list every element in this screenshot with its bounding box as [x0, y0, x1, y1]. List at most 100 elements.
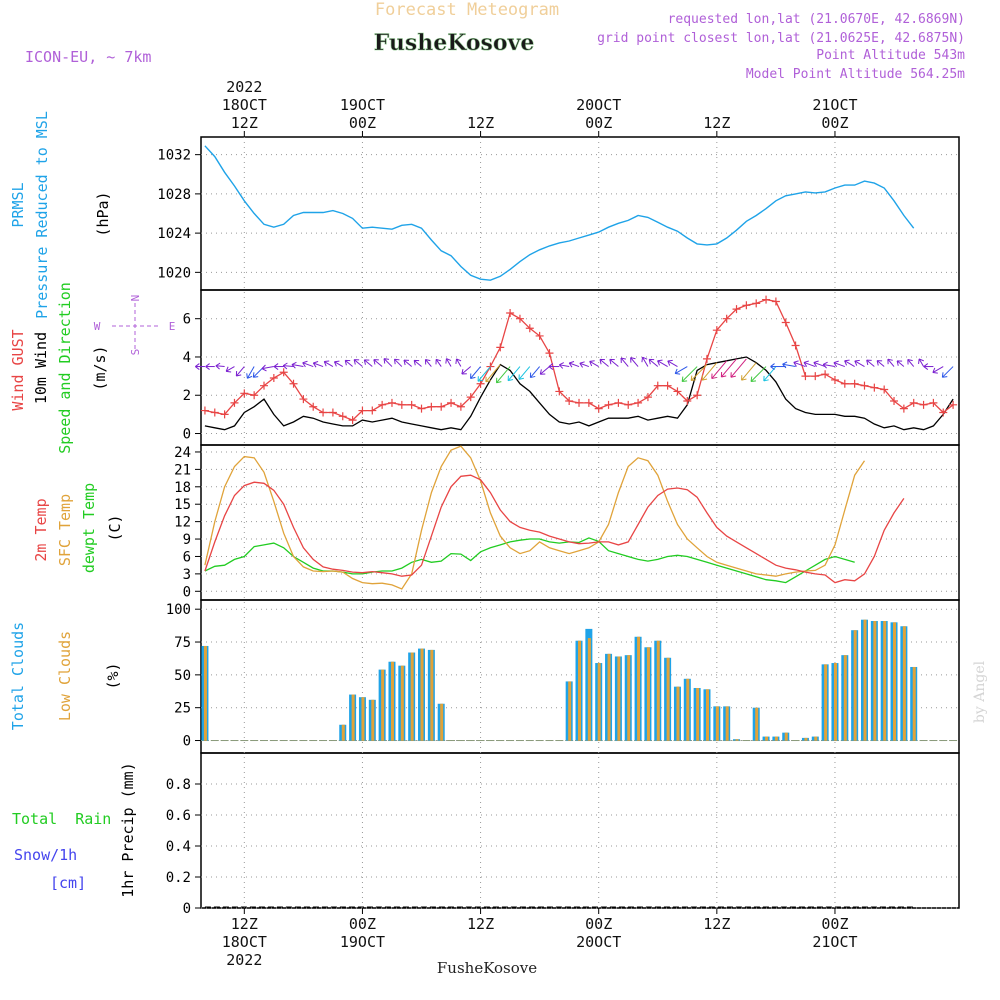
wind-arrow-head [461, 369, 467, 375]
wind-gust-marker [437, 402, 446, 411]
wind-gust-marker [614, 398, 623, 407]
wind-arrow-head [225, 366, 232, 373]
wind-arrow [667, 360, 678, 367]
pressure-panel [200, 136, 960, 291]
wind-arrow-head [363, 359, 370, 365]
wind-gust-marker [899, 404, 908, 413]
wind-tick-label: 2 [183, 388, 191, 404]
wind-gust-marker [515, 314, 524, 323]
wind-arrow-head [620, 357, 627, 363]
wind-arrow-head [763, 375, 769, 382]
wind-arrow-head [803, 360, 809, 367]
wind-gust-marker [309, 402, 318, 411]
clouds-tick-label: 50 [174, 668, 191, 684]
low-cloud-bar [863, 619, 867, 741]
wind-gust-marker [260, 381, 269, 390]
wind-gust-marker [506, 308, 515, 317]
wind-arrow [782, 363, 796, 368]
wind-arrow-head [485, 376, 491, 383]
wind-gust-marker [525, 324, 534, 333]
bottom-time-label: 12Z [467, 915, 494, 933]
wind-arrow [559, 364, 570, 368]
temp-tick-label: 15 [174, 497, 191, 513]
top-time-label: 19OCT [340, 96, 385, 114]
wind-gust-marker [545, 349, 554, 358]
wind-gust-marker [269, 374, 278, 383]
wind-gust-marker [417, 404, 426, 413]
wind-compass: N S W E [94, 295, 176, 356]
wind-arrow [485, 364, 501, 383]
wind-arrow-head [477, 376, 484, 382]
wind-gust-marker [466, 393, 475, 402]
wind-gust-marker [348, 416, 357, 425]
wind-arrow [741, 362, 757, 381]
wind-gust-marker [683, 396, 692, 405]
pressure-unit: (hPa) [94, 191, 112, 236]
wind-arrow-head [333, 360, 340, 367]
wind-gust-marker [860, 381, 869, 390]
wind-arrow-head [720, 371, 727, 378]
wind-arrow [324, 361, 334, 367]
low-cloud-bar [912, 666, 916, 741]
wind-gust-marker [575, 398, 584, 407]
wind-gust-marker [604, 400, 613, 409]
wind-arrow [844, 360, 855, 367]
wind-arrow [529, 366, 541, 378]
wind-arrow [215, 365, 225, 368]
low-cloud-bar [371, 699, 375, 741]
wind-arrow-head [782, 361, 788, 369]
temp-tick-label: 3 [183, 567, 191, 583]
wind-arrow-head [887, 358, 893, 365]
wind-gust-marker [909, 398, 918, 407]
wind-arrow-head [876, 360, 883, 366]
wind-arrow-head [667, 359, 673, 366]
wind-gust-marker [594, 404, 603, 413]
wind-arrow-head [918, 358, 924, 364]
wind-gust-marker [781, 318, 790, 327]
wind-arrow [620, 357, 629, 367]
wind-arrow [435, 359, 442, 367]
wind-gust-marker [328, 408, 337, 417]
wind-arrow [461, 366, 472, 375]
precip-unit: 1hr Precip (mm) [119, 762, 137, 897]
wind-gust-marker [555, 387, 564, 396]
wind-arrow-head [701, 375, 708, 381]
wind-arrow [720, 358, 737, 378]
wind-arrow [425, 359, 432, 367]
low-cloud-bar [430, 649, 434, 741]
wind-gust-marker [279, 368, 288, 377]
temp-tick-label: 12 [174, 515, 191, 531]
precip-tick-label: 0.4 [166, 839, 191, 855]
clouds-tick-label: 0 [183, 734, 191, 750]
wind-gust-marker [693, 391, 702, 400]
wind-arrow-head [393, 358, 400, 365]
temp-tick-label: 21 [174, 462, 191, 478]
wind-arrow-head [353, 359, 360, 365]
dewpoint-series-line [204, 537, 855, 584]
compass-w: W [94, 320, 101, 333]
wind-tick-label: 6 [183, 312, 191, 328]
wind-gust-marker [397, 400, 406, 409]
wind-gust-marker [447, 398, 456, 407]
y-tick-labels: 1020102410281032024603691215182124025507… [157, 148, 201, 917]
wind-arrow [225, 366, 235, 372]
low-cloud-bar [587, 638, 591, 741]
chart-marks [195, 145, 958, 908]
low-cloud-bar [705, 689, 709, 741]
wind-gust-marker [378, 400, 387, 409]
wind-arrow-head [630, 357, 636, 363]
wind-arrow-head [261, 364, 267, 372]
requested-coords: requested lon,lat (21.0670E, 42.6869N) [668, 12, 965, 27]
low-cloud-bar [784, 732, 788, 741]
top-time-label: 00Z [349, 114, 376, 132]
temp-unit: (C) [106, 514, 124, 541]
point-altitude: Point Altitude 543m [816, 48, 965, 63]
low-cloud-bar [804, 737, 808, 741]
wind-arrow-head [589, 360, 595, 367]
wind-label-10m: 10m Wind [32, 332, 50, 404]
temp-tick-label: 9 [183, 532, 191, 548]
wind-gust-marker [850, 379, 859, 388]
clouds-tick-label: 75 [174, 635, 191, 651]
wind-arrow-head [690, 375, 697, 381]
wind-gust-marker [742, 301, 751, 310]
